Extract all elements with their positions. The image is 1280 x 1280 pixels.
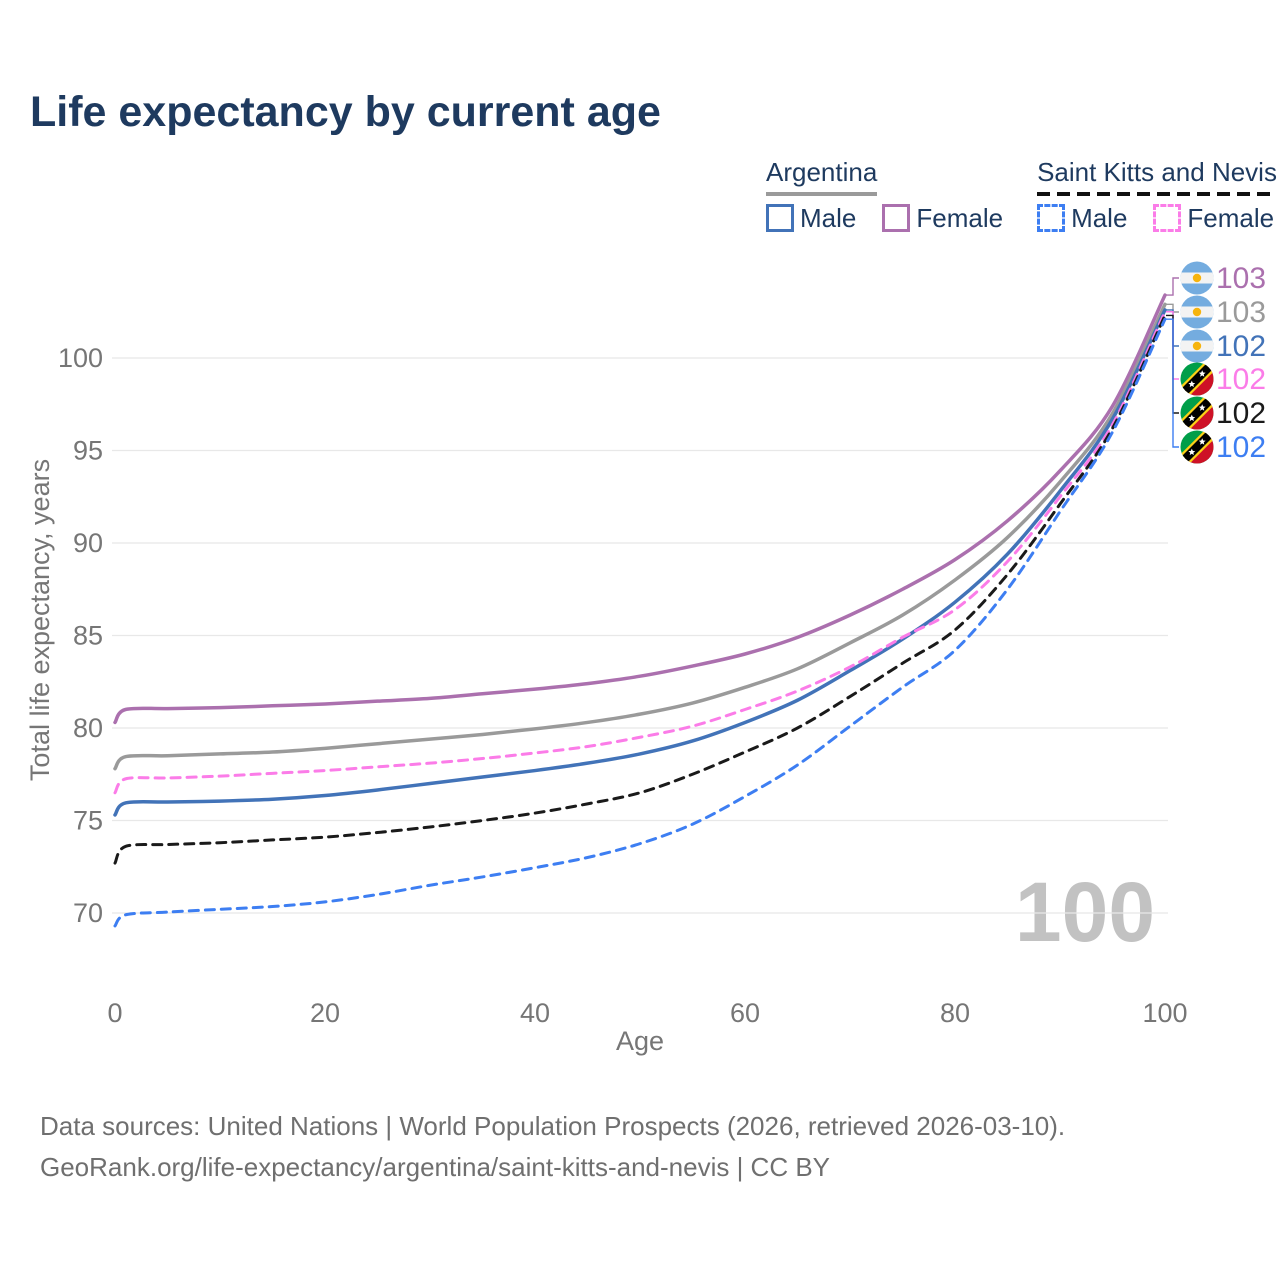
saint-kitts-and-nevis-flag-icon <box>1180 396 1214 430</box>
x-tick-label: 60 <box>730 998 760 1028</box>
x-tick-label: 0 <box>107 998 122 1028</box>
source-line-2: GeoRank.org/life-expectancy/argentina/sa… <box>40 1152 831 1182</box>
legend-item-argentina-male[interactable]: Male <box>766 202 857 233</box>
legend-item-label: Female <box>1187 202 1275 233</box>
y-tick-label: 80 <box>73 713 103 743</box>
legend-country-argentina[interactable]: Argentina <box>766 157 878 196</box>
series-line-argentina-both-sexes <box>113 302 1167 771</box>
argentina-male-swatch-icon <box>766 203 794 232</box>
legend-group-saint-kitts-and-nevis: Saint Kitts and Nevis Male Female <box>1037 158 1277 232</box>
end-value-label: 103 <box>1216 296 1266 329</box>
saint-kitts-and-nevis-flag-icon <box>1180 362 1214 396</box>
legend-group-argentina: Argentina Male Female <box>766 158 1003 232</box>
source-line-1: Data sources: United Nations | World Pop… <box>40 1111 1066 1141</box>
legend: Argentina Male Female Saint Kitts and Ne… <box>766 158 1277 232</box>
legend-country-argentina-label: Argentina <box>766 157 878 187</box>
series-line-saint-kitts-and-nevis-male <box>113 317 1167 928</box>
argentina-flag-icon <box>1180 295 1214 329</box>
legend-item-label: Male <box>800 202 857 233</box>
x-tick-label: 80 <box>940 998 970 1028</box>
end-value-label: 102 <box>1216 363 1266 396</box>
y-tick-label: 90 <box>73 528 103 558</box>
series-line-argentina-male <box>113 308 1167 817</box>
source-note: Data sources: United Nations | World Pop… <box>40 1106 1065 1188</box>
x-tick-label: 100 <box>1142 998 1187 1028</box>
series-line-saint-kitts-and-nevis-female <box>113 310 1167 795</box>
end-value-label: 103 <box>1216 262 1266 295</box>
series-line-saint-kitts-and-nevis-both-sexes <box>113 313 1167 865</box>
saint-kitts-line-style-swatch <box>1037 191 1277 196</box>
end-label-leader <box>1166 277 1179 296</box>
y-tick-label: 100 <box>58 343 103 373</box>
y-axis-title: Total life expectancy, years <box>25 459 55 781</box>
end-value-label: 102 <box>1216 330 1266 363</box>
end-value-label: 102 <box>1216 397 1266 430</box>
legend-item-label: Female <box>916 202 1004 233</box>
series-line-argentina-female <box>113 293 1167 725</box>
legend-country-saint-kitts-and-nevis-label: Saint Kitts and Nevis <box>1037 157 1277 187</box>
legend-item-label: Male <box>1071 202 1128 233</box>
argentina-female-swatch-icon <box>882 203 911 232</box>
page-title: Life expectancy by current age <box>30 88 661 136</box>
x-tick-label: 20 <box>310 998 340 1028</box>
end-label-leader <box>1166 303 1179 313</box>
saint-kitts-female-swatch-icon <box>1153 203 1182 232</box>
y-tick-label: 95 <box>73 436 103 466</box>
end-label-leader <box>1166 318 1179 448</box>
y-tick-label: 85 <box>73 621 103 651</box>
legend-items-argentina: Male Female <box>766 202 1004 233</box>
legend-item-saint-kitts-female[interactable]: Female <box>1153 202 1275 233</box>
x-axis-title: Age <box>616 1026 664 1056</box>
argentina-flag-icon <box>1180 261 1214 295</box>
legend-items-saint-kitts-and-nevis: Male Female <box>1037 202 1277 233</box>
end-value-label: 102 <box>1216 431 1266 464</box>
y-tick-label: 75 <box>73 806 103 836</box>
argentina-flag-icon <box>1180 329 1214 363</box>
legend-country-saint-kitts-and-nevis[interactable]: Saint Kitts and Nevis <box>1037 158 1277 196</box>
watermark-100: 100 <box>1015 865 1155 959</box>
argentina-line-style-swatch <box>766 191 878 196</box>
legend-item-saint-kitts-male[interactable]: Male <box>1037 202 1128 233</box>
saint-kitts-and-nevis-flag-icon <box>1180 430 1214 464</box>
saint-kitts-male-swatch-icon <box>1037 203 1066 232</box>
legend-item-argentina-female[interactable]: Female <box>882 202 1004 233</box>
x-tick-label: 40 <box>520 998 550 1028</box>
y-tick-label: 70 <box>73 898 103 928</box>
